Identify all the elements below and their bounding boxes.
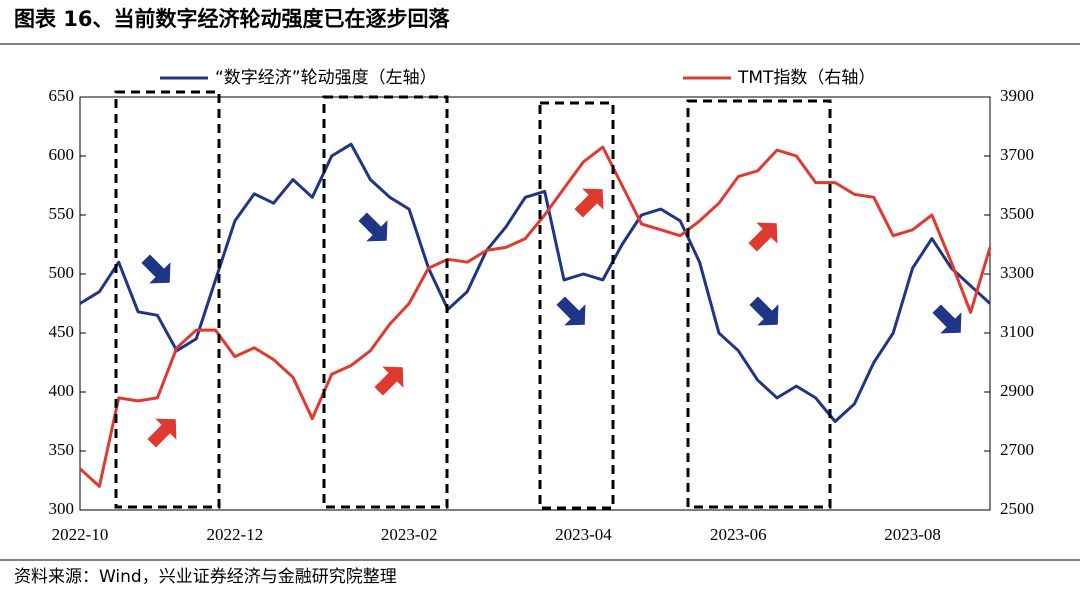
x-tick-label: 2022-10 bbox=[52, 525, 109, 544]
x-tick-label: 2023-08 bbox=[884, 525, 941, 544]
highlight-box bbox=[538, 101, 615, 510]
legend-label: TMT指数（右轴） bbox=[737, 68, 875, 88]
up-arrows bbox=[141, 178, 788, 454]
y-tick-label: 600 bbox=[49, 145, 75, 164]
x-tick-label: 2022-12 bbox=[207, 525, 264, 544]
arrow bbox=[568, 178, 614, 224]
y-tick-label: 450 bbox=[49, 322, 75, 341]
arrow bbox=[352, 206, 398, 252]
plot: 300 350 400 450 500 550 600 650 2500 2700 2900 3100… bbox=[49, 86, 1035, 544]
x-tick-label: 2023-04 bbox=[555, 525, 612, 544]
source-note: 资料来源：Wind，兴业证券经济与金融研究院整理 bbox=[14, 567, 397, 587]
arrow bbox=[926, 298, 972, 344]
y-tick-label: 400 bbox=[49, 381, 75, 400]
series-line bbox=[78, 145, 992, 488]
arrow bbox=[742, 212, 788, 258]
y2-tick-label: 2700 bbox=[1000, 440, 1034, 459]
y2-tick-label: 3700 bbox=[1000, 145, 1034, 164]
x-tick-label: 2023-02 bbox=[381, 525, 438, 544]
arrow bbox=[368, 356, 414, 402]
y-tick-label: 500 bbox=[49, 263, 75, 282]
highlight-box bbox=[114, 90, 221, 509]
y-tick-label: 650 bbox=[49, 86, 75, 105]
y2-tick-label: 2900 bbox=[1000, 381, 1034, 400]
y2-tick-label: 3900 bbox=[1000, 86, 1034, 105]
y2-tick-label: 3100 bbox=[1000, 322, 1034, 341]
arrow bbox=[141, 408, 187, 454]
y-tick-label: 350 bbox=[49, 440, 75, 459]
x-tick-label: 2023-06 bbox=[710, 525, 767, 544]
legend-label: “数字经济”轮动强度（左轴） bbox=[215, 68, 437, 88]
arrow bbox=[135, 248, 181, 294]
y-tick-label: 300 bbox=[49, 499, 75, 518]
y2-tick-label: 2500 bbox=[1000, 499, 1034, 518]
highlight-box bbox=[322, 95, 449, 509]
y-tick-label: 550 bbox=[49, 204, 75, 223]
highlight-box bbox=[686, 99, 832, 509]
y2-tick-label: 3500 bbox=[1000, 204, 1034, 223]
series-line bbox=[79, 142, 992, 423]
y2-tick-label: 3300 bbox=[1000, 263, 1034, 282]
arrow bbox=[743, 290, 789, 336]
arrow bbox=[550, 290, 596, 336]
chart-title: 图表 16、当前数字经济轮动强度已在逐步回落 bbox=[14, 7, 451, 31]
plot-frame bbox=[79, 96, 991, 511]
